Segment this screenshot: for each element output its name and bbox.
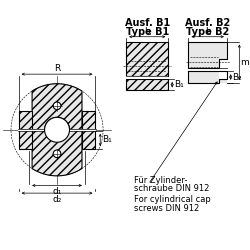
Text: B₁: B₁ [174,80,184,89]
Text: Ausf. B1: Ausf. B1 [124,18,170,28]
Text: B₂: B₂ [232,72,242,82]
Text: Type B1: Type B1 [126,27,169,37]
Text: B₁: B₁ [102,135,112,144]
Text: R: R [54,64,60,73]
Text: Type B2: Type B2 [186,27,229,37]
Text: m: m [240,58,249,67]
Text: d₂: d₂ [52,195,62,204]
Bar [126,79,168,90]
Text: For cylindrical cap: For cylindrical cap [134,195,210,204]
Bar [18,129,96,131]
Polygon shape [32,117,82,176]
Text: Für Zylinder-: Für Zylinder- [134,176,187,185]
Bar [19,110,32,149]
Bar [219,59,227,69]
Text: screws DIN 912: screws DIN 912 [134,204,199,213]
Text: d₁: d₁ [52,187,62,196]
Bar [188,71,227,83]
Bar [188,42,227,68]
Text: schraube DIN 912: schraube DIN 912 [134,184,209,194]
Text: b: b [205,27,210,36]
Text: b: b [144,27,150,36]
Text: Ausf. B2: Ausf. B2 [185,18,230,28]
Circle shape [53,150,61,158]
Bar [126,76,168,79]
Bar [219,71,227,79]
Bar [188,68,227,71]
Polygon shape [32,84,82,142]
Circle shape [53,102,61,110]
Bar [82,110,96,149]
Circle shape [44,117,70,142]
Bar [126,42,168,76]
